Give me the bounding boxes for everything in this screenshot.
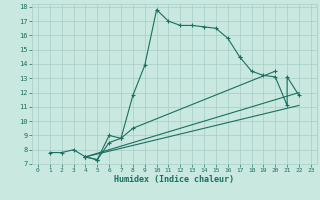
X-axis label: Humidex (Indice chaleur): Humidex (Indice chaleur) bbox=[115, 175, 234, 184]
